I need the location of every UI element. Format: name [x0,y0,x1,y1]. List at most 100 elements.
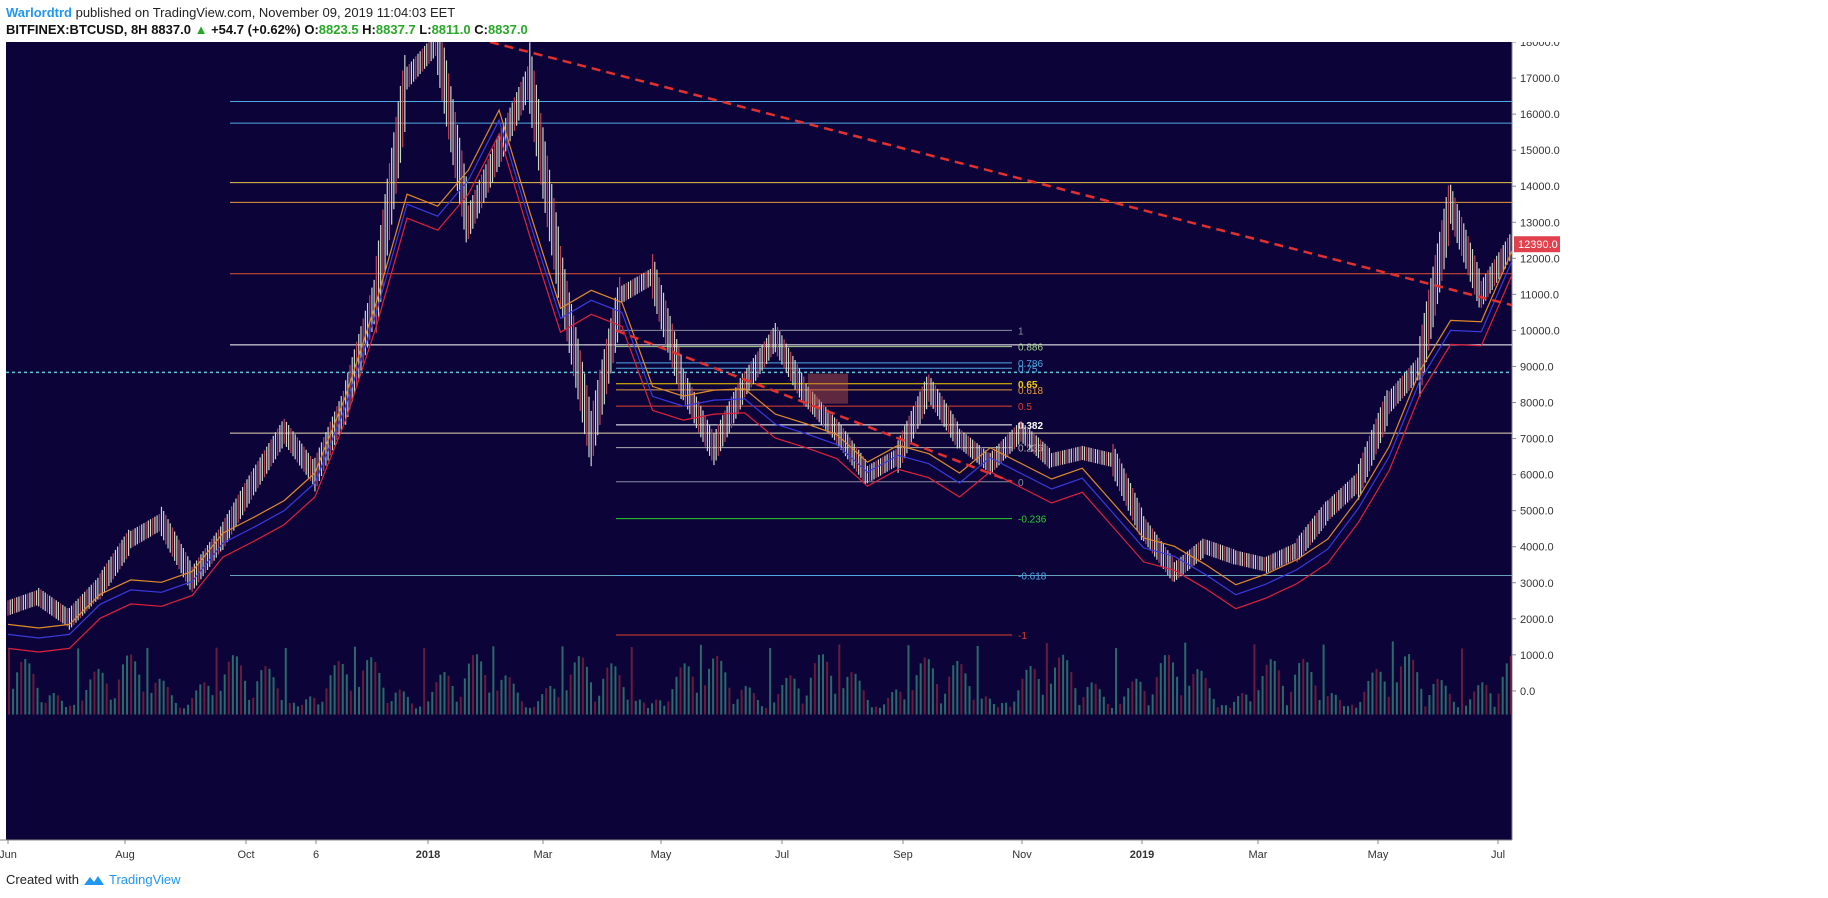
volume-bar [952,665,955,715]
volume-bar [1029,666,1032,715]
volume-bar [1294,674,1297,715]
volume-bar [984,696,987,715]
volume-bar [516,692,519,715]
volume-bar [349,690,352,715]
volume-bar [109,699,112,715]
volume-bar [1249,701,1252,715]
volume-bar [903,699,906,715]
volume-bar [89,679,92,715]
volume-bar [117,679,120,715]
volume-bar [1143,690,1146,715]
volume-bar [64,707,67,715]
volume-bar [581,657,584,715]
volume-bar [1395,682,1398,715]
volume-bar [537,701,540,715]
volume-bar [500,679,503,715]
volume-bar [797,688,800,715]
y-tick-label: 18000.0 [1520,42,1560,49]
volume-bar [1115,648,1118,715]
volume-bar [504,675,507,715]
volume-bar [980,698,983,715]
volume-bar [113,698,116,715]
y-tick-label: 6000.0 [1520,470,1554,482]
fib-level-label: 1 [1018,326,1024,337]
volume-bar [1212,698,1215,715]
volume-bar [887,697,890,715]
volume-bar [1196,669,1199,715]
volume-bar [565,690,568,715]
volume-bar [1399,666,1402,715]
low-value: 8811.0 [431,22,471,37]
volume-bar [1383,681,1386,715]
volume-bar [52,692,55,715]
volume-bar [264,666,267,715]
volume-bar [830,675,833,715]
volume-bar [1281,685,1284,715]
volume-bar [1033,668,1036,715]
volume-bar [1013,701,1016,715]
volume-bar [907,645,910,715]
volume-bar [382,687,385,715]
volume-bar [850,672,853,715]
volume-bar [659,700,662,715]
volume-bar [321,701,324,715]
volume-bar [56,695,59,715]
volume-bar [496,690,499,715]
author-link[interactable]: Warlordtrd [6,5,72,20]
price-chart[interactable]: 18000.017000.016000.015000.014000.013000… [0,42,1828,868]
volume-bar [378,672,381,715]
volume-bar [231,655,234,715]
volume-bar [1342,706,1345,715]
y-tick-label: 13000.0 [1520,217,1560,229]
price-axis-panel [1512,42,1828,840]
volume-bar [1408,654,1411,715]
volume-bar [1322,644,1325,715]
volume-bar [1269,659,1272,715]
volume-bar [781,685,784,715]
volume-bar [1041,694,1044,715]
volume-bar [1273,660,1276,715]
volume-bar [1306,662,1309,715]
volume-bar [557,697,560,715]
volume-bar [1501,676,1504,715]
volume-bar [138,674,141,715]
y-tick-label: 9000.0 [1520,361,1554,373]
x-tick-label: May [651,849,672,861]
highlight-zone [808,373,848,404]
volume-bar [1070,672,1073,715]
volume-bar [36,687,39,715]
volume-bar [1192,674,1195,715]
volume-bar [227,661,230,715]
volume-bar [997,707,1000,715]
volume-bar [520,701,523,715]
volume-bar [1416,672,1419,715]
volume-bar [1110,708,1113,715]
volume-bar [1167,654,1170,715]
volume-bar [134,661,137,715]
volume-bar [1159,663,1162,715]
volume-bar [8,648,10,715]
volume-bar [854,673,857,715]
volume-bar [252,697,255,715]
x-tick-label: Nov [1012,849,1032,861]
volume-bar [1045,643,1048,715]
volume-bar [728,687,731,715]
volume-bar [1245,694,1248,715]
volume-bar [390,701,393,715]
volume-bar [162,680,165,715]
symbol-line: BITFINEX:BTCUSD, 8H 8837.0 ▲ +54.7 (+0.6… [6,21,528,38]
volume-bar [1314,685,1317,715]
volume-bar [1049,683,1052,715]
volume-bar [142,691,145,715]
volume-bar [1432,684,1435,715]
volume-bar [158,678,161,715]
tradingview-link[interactable]: TradingView [108,872,181,887]
volume-bar [862,690,865,715]
high-label: H: [362,22,376,37]
price-change: +54.7 (+0.62%) [211,22,301,37]
volume-bar [358,686,361,715]
volume-bar [166,686,169,715]
volume-bar [655,699,658,715]
volume-bar [866,699,869,715]
volume-bar [284,647,287,715]
